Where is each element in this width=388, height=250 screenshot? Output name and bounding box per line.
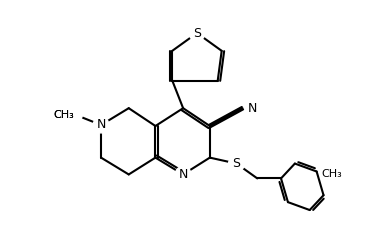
Circle shape bbox=[229, 156, 244, 172]
Text: S: S bbox=[193, 26, 201, 40]
Circle shape bbox=[175, 166, 191, 182]
Text: CH₃: CH₃ bbox=[322, 170, 342, 179]
Text: CH₃: CH₃ bbox=[54, 110, 74, 120]
Text: N: N bbox=[248, 102, 257, 115]
Circle shape bbox=[93, 117, 109, 133]
Text: N: N bbox=[178, 168, 188, 181]
Text: N: N bbox=[96, 118, 106, 132]
Circle shape bbox=[70, 109, 82, 121]
Text: CH₃: CH₃ bbox=[54, 110, 74, 120]
Text: S: S bbox=[232, 157, 241, 170]
Circle shape bbox=[189, 25, 205, 41]
